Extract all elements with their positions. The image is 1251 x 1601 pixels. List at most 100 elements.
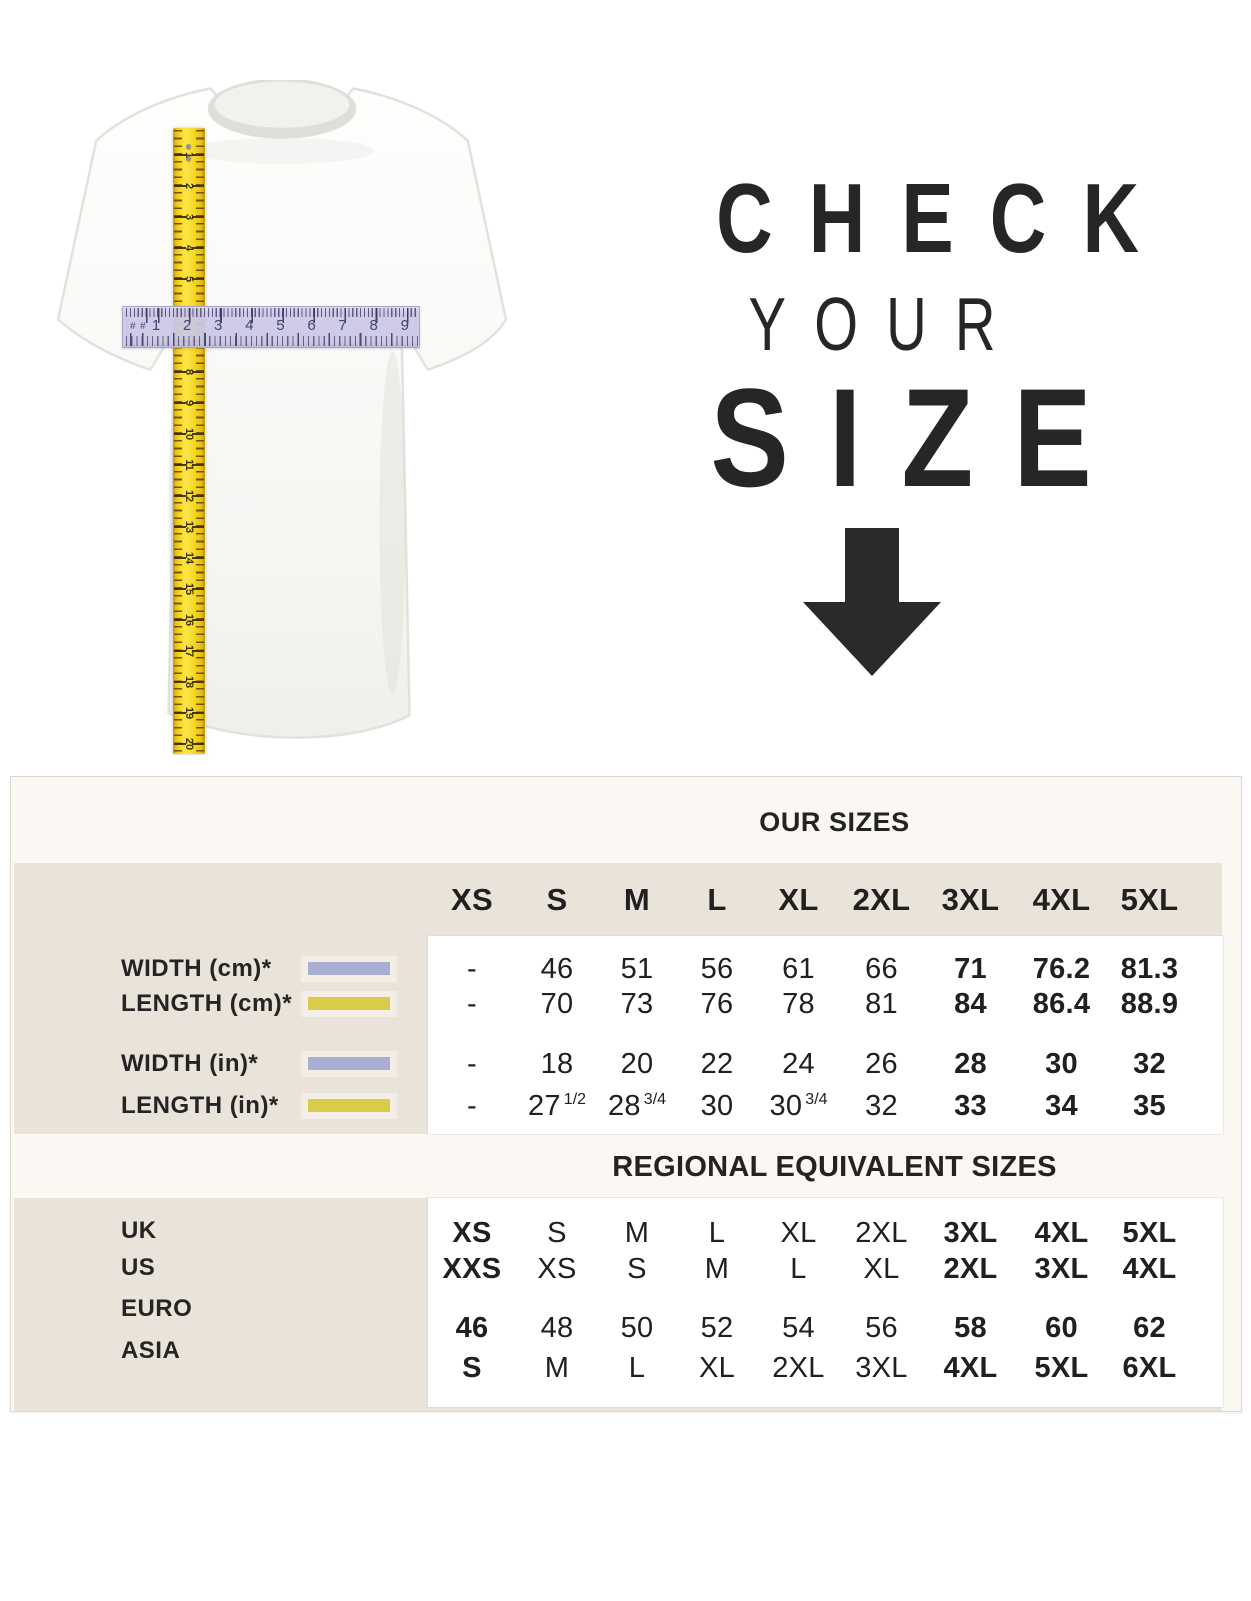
size-cell: 24 [782,1047,815,1080]
size-cell: 66 [865,952,898,985]
size-cell: 5XL [1122,1216,1177,1249]
collar-shadow [189,137,375,164]
size-cell: 4XL [1034,1216,1089,1249]
size-cell: XS [537,1252,577,1285]
size-cell: 81.3 [1120,952,1179,985]
ruler-number: 2 [182,317,192,334]
tape-number: 13 [183,520,195,534]
size-cell: 30 3/4 [769,1089,828,1122]
horizontal-ruler: 1 2 3 4 5 6 7 8 9 # # [122,306,420,348]
column-header: M [623,881,651,917]
size-cell: 50 [620,1311,654,1344]
size-cell: 51 [620,952,654,985]
measurement-values-panel: - 46 51 56 61 66 71 76.2 81.3 - 70 73 76 78 81 84 86.4 88… [428,936,1223,1134]
regional-sizes-header: REGIONAL EQUIVALENT SIZES [612,1151,1057,1183]
size-cell: 76 [700,987,734,1020]
size-cell: 5XL [1034,1351,1089,1384]
row-label-uk: UK [121,1217,157,1244]
row-label-text: WIDTH (in)* [121,1050,259,1077]
tape-number: 11 [183,459,195,471]
size-cell: 34 [1045,1089,1078,1122]
size-cell: 54 [782,1311,815,1344]
size-cell: 86.4 [1032,987,1091,1020]
tape-number: 17 [183,644,195,658]
size-cell: M [704,1252,730,1285]
tape-number: 20 [183,737,195,751]
ruler-ticks-bottom [126,333,418,346]
size-cell: 48 [540,1311,574,1344]
size-cell: 4XL [943,1351,998,1384]
size-cell: 70 [540,987,574,1020]
measurements-section: XS S M L XL 2XL 3XL 4XL 5XL WIDTH (cm)* LENGTH (… [14,863,1223,1134]
size-value-row: XXS XS S M L XL 2XL 3XL 4XL [428,1251,1193,1287]
width-color-bar [308,1057,390,1070]
width-color-bar [308,962,390,975]
size-cell: 30 [1045,1047,1078,1080]
tape-number: 5 [183,275,195,283]
size-cell: 28 [954,1047,987,1080]
row-label-euro: EURO [121,1295,193,1322]
size-cell: 32 [1133,1047,1166,1080]
size-cell: S [627,1252,647,1285]
ruler-number: 5 [276,317,285,334]
size-cell: 6XL [1122,1351,1177,1384]
body-shade-right [379,351,406,694]
row-label-text: WIDTH (cm)* [121,955,272,982]
tshirt-body [56,87,508,739]
tape-number: 15 [183,582,195,596]
tshirt-icon [56,80,508,739]
size-cell: 32 [865,1089,898,1122]
tape-grommet [186,156,191,161]
size-cell: - [467,987,477,1020]
tape-number: 9 [183,399,195,407]
our-sizes-header: OUR SIZES [759,807,910,837]
row-label-width-cm: WIDTH (cm)* [121,951,397,987]
size-chart-table: OUR SIZES XS S M L XL 2XL 3XL 4XL 5XL WIDTH (cm)… [10,776,1242,1412]
size-cell: 88.9 [1120,987,1179,1020]
size-value-row: 46 48 50 52 54 56 58 60 62 [428,1310,1193,1346]
size-cell: XL [780,1216,817,1249]
down-arrow-icon [845,528,899,604]
tape-number: 10 [183,427,195,441]
row-label-length-cm: LENGTH (cm)* [121,986,397,1022]
size-cell: 2XL [943,1252,998,1285]
tape-number: 16 [183,613,195,627]
row-label-length-in: LENGTH (in)* [121,1088,397,1124]
row-label-us: US [121,1254,156,1281]
ruler-number: 4 [245,317,254,334]
size-cell: 60 [1045,1311,1078,1344]
column-header-row: XS S M L XL 2XL 3XL 4XL 5XL [428,863,1193,936]
size-cell: 33 [954,1089,987,1122]
size-cell: 20 [620,1047,654,1080]
length-swatch [301,1093,397,1119]
size-cell: 52 [700,1311,734,1344]
size-cell: L [790,1252,807,1285]
tape-number: 2 [183,182,195,190]
size-cell: 18 [540,1047,574,1080]
tape-number: 3 [183,213,195,221]
size-cell: M [624,1216,650,1249]
ruler-ticks-top [126,308,418,323]
ruler-number: 7 [338,317,347,334]
row-label-width-in: WIDTH (in)* [121,1046,397,1082]
tape-number: 14 [183,551,195,565]
size-cell: L [708,1216,726,1249]
width-swatch [301,956,397,982]
size-cell: 27 1/2 [527,1089,587,1122]
size-cell: 2XL [855,1216,908,1249]
size-cell: M [544,1351,570,1384]
size-cell: 30 [700,1089,734,1122]
size-cell: 4XL [1122,1252,1177,1285]
size-value-row: - 18 20 22 24 26 28 30 32 [428,1046,1193,1082]
ruler-number: 8 [369,317,378,334]
size-cell: 46 [540,952,574,985]
tape-number: 12 [183,489,195,503]
column-header: 5XL [1120,881,1179,917]
size-cell: 73 [620,987,654,1020]
column-header: XS [451,881,493,917]
length-color-bar [308,1099,390,1112]
size-cell: 76.2 [1032,952,1091,985]
ruler-number: 3 [214,317,223,334]
regional-values-panel: XS S M L XL 2XL 3XL 4XL 5XL XXS XS S M L XL 2XL 3XL 4XL 46… [428,1198,1223,1407]
